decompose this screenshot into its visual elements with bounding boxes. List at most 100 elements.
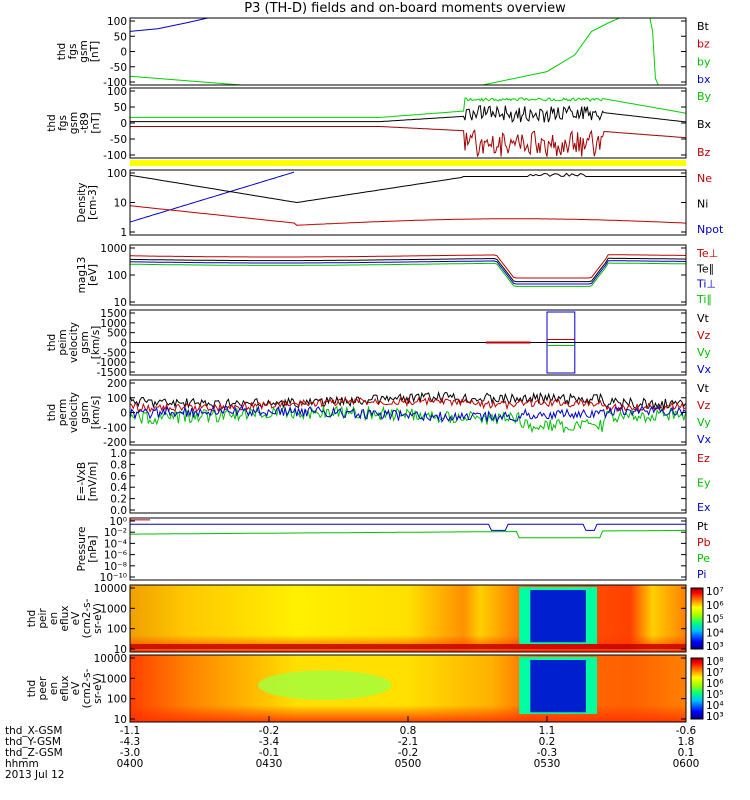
legend-label: Npot <box>697 223 724 236</box>
y-tick-label: 10⁻⁴ <box>104 538 127 550</box>
y-label-line: sr-eV) <box>92 673 104 704</box>
y-tick-label: 10 <box>114 714 127 726</box>
panel-4: mag13[eV]1000 100 10 Te⊥ Te∥ Ti⊥ Ti∥ <box>76 243 718 309</box>
x-axis-value: -0.3 <box>537 747 558 759</box>
series-V1 <box>130 396 686 413</box>
y-label-line: en <box>48 612 60 625</box>
panel-frame <box>129 309 687 376</box>
legend-label: Ey <box>697 477 711 490</box>
y-tick-label: 100 <box>107 694 127 706</box>
colorbar-tick-label: 10³ <box>706 711 724 723</box>
y-tick-label: 10000 <box>94 583 127 595</box>
y-label-line: gsm <box>68 112 80 134</box>
x-axis-value: 0.8 <box>400 725 417 737</box>
series-by-2 <box>649 18 659 85</box>
legend-label: Bx <box>697 118 712 131</box>
panel-7: E=-VxB[mV/m] 1.00.80.60.40.20.0 Ez Ey Ex <box>76 448 711 517</box>
legend-label: Ez <box>697 452 710 465</box>
y-tick-label: 0 <box>120 118 127 130</box>
series-T0 <box>130 254 686 279</box>
legend-label: Pi <box>697 568 706 581</box>
y-axis-label: Pressure[nPa] <box>76 527 99 572</box>
panel-frame <box>129 87 687 159</box>
y-tick-label: 0.2 <box>110 494 127 506</box>
y-tick-label: 100 <box>107 86 127 98</box>
y-label-line: en <box>48 682 60 695</box>
spectrogram-blob <box>257 670 392 700</box>
colorbar <box>690 587 704 650</box>
series-T3 <box>130 262 686 287</box>
legend-label: By <box>697 90 712 103</box>
x-axis-value: 0530 <box>534 758 561 770</box>
y-tick-label: 50 <box>114 31 127 43</box>
legend-label: bz <box>697 38 710 51</box>
figure-title: P3 (TH-D) fields and on-board moments ov… <box>244 1 566 16</box>
y-tick-label: -1500 <box>96 367 127 379</box>
x-axis-row-label: thd_X-GSM <box>5 725 62 737</box>
y-tick-label: 10⁻⁶ <box>104 550 127 562</box>
y-tick-label: 10000 <box>94 653 127 665</box>
y-tick-label: 0 <box>120 338 127 350</box>
x-axis-value: 1.8 <box>678 736 695 748</box>
y-label-line: (cm2-s- <box>81 598 93 638</box>
y-label-line: [km/s] <box>90 326 102 360</box>
y-tick-label: 50 <box>114 102 127 114</box>
legend-label: Pt <box>697 520 709 533</box>
y-tick-label: -100 <box>103 77 127 89</box>
y-tick-label: -50 <box>110 62 127 74</box>
x-axis-value: 0.2 <box>539 736 556 748</box>
x-axis-value: -1.1 <box>120 725 141 737</box>
plot-area <box>130 311 686 374</box>
y-axis-label: thdfgsgsm[nT] <box>56 40 101 62</box>
panel-frame <box>129 517 687 581</box>
legend-label: Vy <box>697 346 711 359</box>
legend-label: Pb <box>697 536 711 549</box>
y-tick-label: 100 <box>107 393 127 405</box>
y-tick-label: 1.0 <box>110 448 127 460</box>
spectrogram-red-band <box>130 644 686 649</box>
panel-frame <box>129 169 687 236</box>
y-tick-label: 0.4 <box>110 482 127 494</box>
y-label-line: E=-VxB <box>76 462 88 501</box>
legend-label: Vy <box>697 416 711 429</box>
x-axis-row-label: thd_Z-GSM <box>5 747 63 759</box>
y-label-line: eV <box>70 681 82 695</box>
y-tick-label: 10 <box>114 198 127 210</box>
panel-5: thdpeimvelocitygsm[km/s] 150010005000-500… <box>46 308 712 379</box>
date-label: 2013 Jul 12 <box>5 769 64 781</box>
series-Pi <box>130 523 686 531</box>
y-label-line: thd <box>26 610 38 627</box>
y-axis-label: mag13[eV] <box>76 257 99 294</box>
y-axis-label: thdpermvelocitygsm[km/s] <box>46 392 102 433</box>
x-axis-value: 0.1 <box>678 747 695 759</box>
y-label-line: gsm <box>78 40 90 62</box>
y-tick-label: -50 <box>110 134 127 146</box>
legend-label: Ti∥ <box>696 293 712 306</box>
panel-3: Density[cm-3] 100 10 1 Ne Ni Npot <box>76 168 724 239</box>
legend-label: Vz <box>697 399 711 412</box>
y-axis-label: thdfgsgsm-t89[nT] <box>46 112 102 134</box>
legend-label: Vz <box>697 329 711 342</box>
legend-label: Bz <box>697 146 711 159</box>
colorbar-tick-label: 10⁴ <box>706 700 724 712</box>
plot-area <box>130 254 686 287</box>
series-V2 <box>130 405 686 434</box>
series-V3 <box>130 405 686 424</box>
y-tick-label: 100 <box>107 270 127 282</box>
legend-label: Vt <box>697 382 710 395</box>
panel-frame <box>129 244 687 306</box>
panel-1: thdfgsgsm[nT] 100 50 0 -50 -100 Bt bz by bx <box>56 16 711 89</box>
x-axis-value: 1.1 <box>539 725 556 737</box>
legend-label: Bt <box>697 20 710 33</box>
y-label-line: Pressure <box>76 527 88 572</box>
plot-area <box>130 390 686 434</box>
y-tick-label: -1000 <box>96 357 127 369</box>
y-label-line: thd <box>46 334 58 351</box>
y-label-line: peer <box>37 676 49 701</box>
y-tick-label: 1000 <box>100 603 127 615</box>
plot-area <box>130 585 686 652</box>
legend-label: Ti⊥ <box>696 278 716 291</box>
plot-area <box>130 18 659 85</box>
y-label-line: thd <box>46 114 58 131</box>
